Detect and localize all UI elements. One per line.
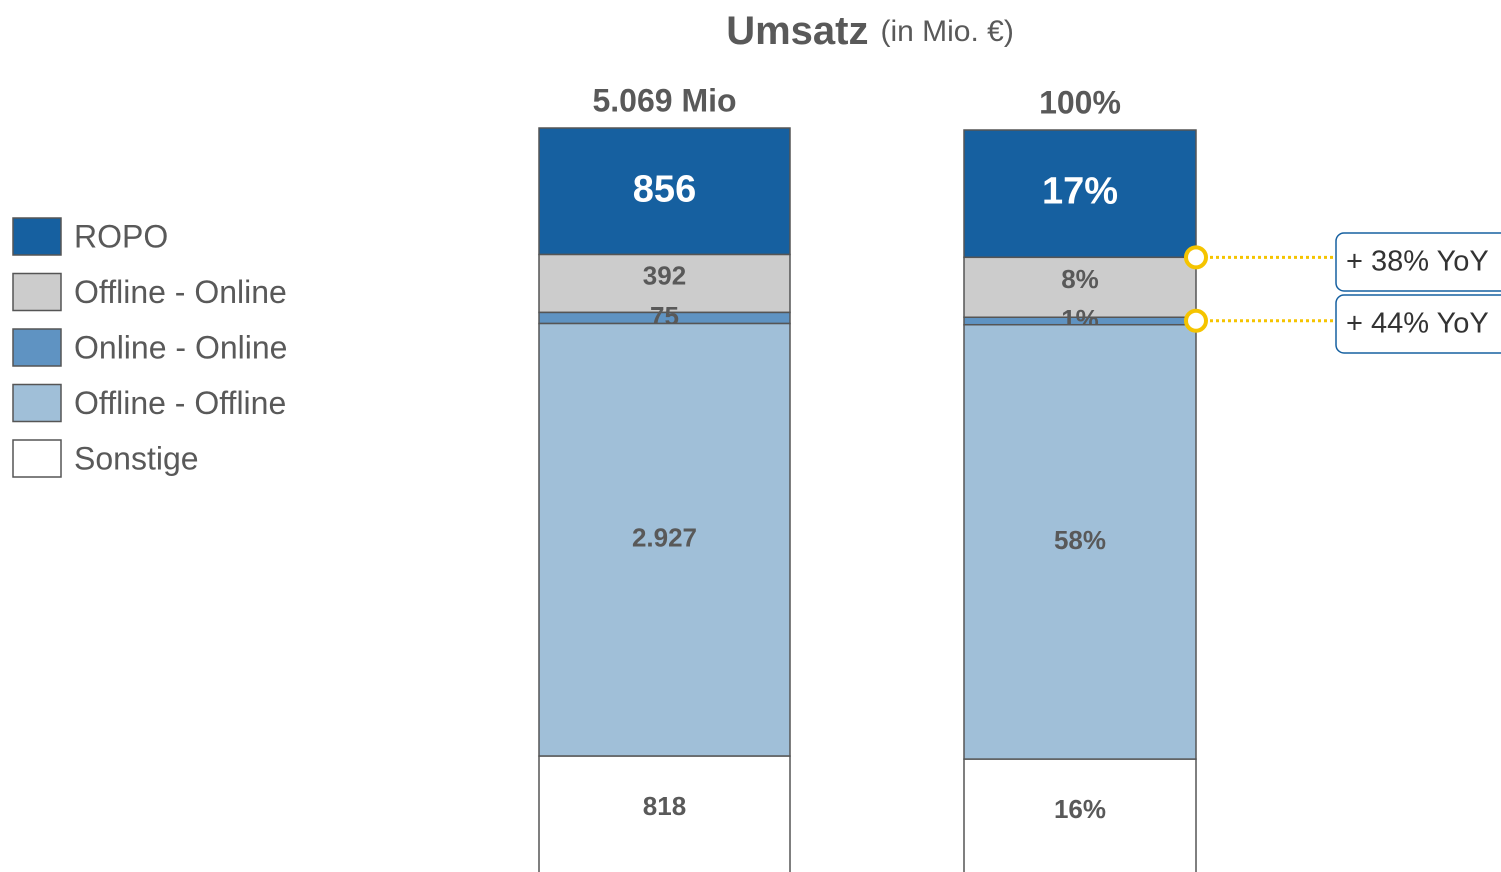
annotation-box xyxy=(1335,232,1501,292)
legend-label: Online - Online xyxy=(74,329,287,365)
connector-dot xyxy=(1184,245,1208,270)
connector-dot xyxy=(1184,308,1208,333)
annotation-box xyxy=(1335,294,1501,354)
bar-segment xyxy=(538,322,791,757)
legend-swatch xyxy=(12,217,62,256)
legend-label: Sonstige xyxy=(74,440,199,476)
data-label: 2.927 xyxy=(632,523,697,553)
data-label: 16% xyxy=(1054,794,1106,824)
legend-swatch xyxy=(12,383,62,423)
bar-total-label: 100% xyxy=(1039,84,1121,120)
bar-segment xyxy=(538,755,791,872)
legend-label: Offline - Online xyxy=(74,274,287,310)
bar-segment xyxy=(963,323,1197,760)
data-label: 818 xyxy=(643,791,686,821)
chart-title: Umsatz xyxy=(726,9,868,53)
bar-segment xyxy=(963,758,1197,872)
bar-segment xyxy=(538,253,791,314)
legend-swatch xyxy=(12,328,62,367)
annotation-text: + 44% YoY xyxy=(1346,308,1489,340)
data-label: 856 xyxy=(633,168,696,210)
data-label: 8% xyxy=(1061,264,1099,294)
legend-swatch xyxy=(12,439,62,478)
legend-swatch xyxy=(12,272,62,312)
legend-label: ROPO xyxy=(74,218,168,254)
bar-total-label: 5.069 Mio xyxy=(592,82,736,118)
legend-label: Offline - Offline xyxy=(74,385,286,421)
chart-title-group: Umsatz (in Mio. €) xyxy=(726,9,1014,53)
bar-segment xyxy=(963,129,1197,259)
data-label: 58% xyxy=(1054,525,1106,555)
data-label: 17% xyxy=(1042,171,1118,213)
annotation-text: + 38% YoY xyxy=(1346,246,1489,278)
bar-segment xyxy=(538,127,791,256)
chart-subtitle: (in Mio. €) xyxy=(880,15,1013,48)
data-label: 392 xyxy=(643,260,686,290)
